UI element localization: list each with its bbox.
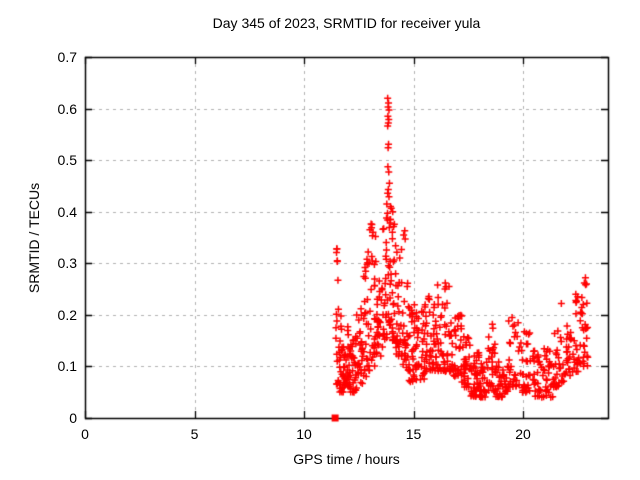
y-tick-label: 0.4 xyxy=(57,203,77,220)
x-tick-label: 0 xyxy=(81,426,89,442)
x-tick-label: 5 xyxy=(190,426,199,442)
chart-title: Day 345 of 2023, SRMTID for receiver yul… xyxy=(212,15,481,31)
x-axis-label: GPS time / hours xyxy=(293,451,400,467)
y-axis-label: SRMTID / TECUs xyxy=(26,182,42,294)
y-tick-label: 0.6 xyxy=(57,100,77,117)
x-tick-label: 10 xyxy=(296,426,312,442)
y-tick-label: 0.5 xyxy=(57,152,77,169)
y-tick-label: 0.3 xyxy=(57,255,77,272)
y-tick-label: 0 xyxy=(69,410,77,426)
x-tick-label: 20 xyxy=(515,426,531,442)
x-tick-label: 15 xyxy=(405,426,422,442)
y-tick-label: 0.1 xyxy=(57,358,77,375)
y-tick-label: 0.2 xyxy=(57,306,77,323)
y-tick-label: 0.7 xyxy=(57,49,77,65)
